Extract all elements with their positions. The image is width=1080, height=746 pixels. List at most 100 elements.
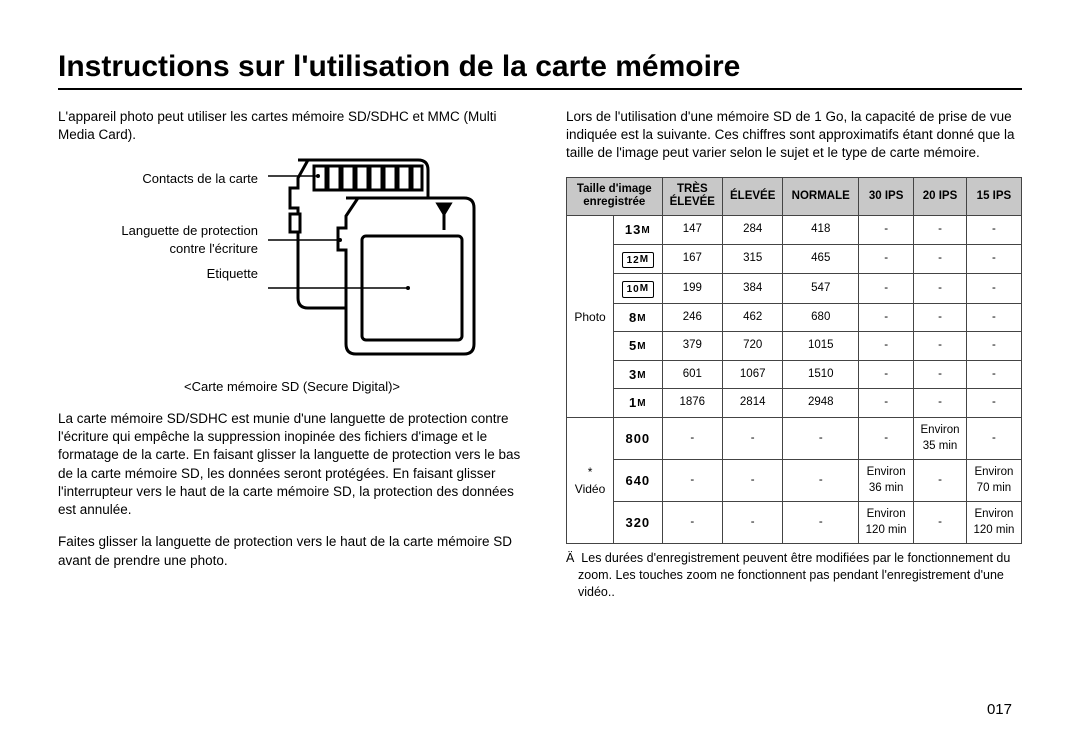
cell: - [662, 460, 722, 502]
size-label: 13M [614, 216, 663, 245]
cell: 547 [783, 274, 859, 304]
table-row: 320---Environ120 min-Environ120 min [567, 502, 1022, 544]
cell: 284 [723, 216, 783, 245]
size-label: 640 [614, 460, 663, 502]
table-row: 3M60110671510--- [567, 360, 1022, 389]
th-15ips: 15 IPS [966, 177, 1021, 216]
cell: - [966, 417, 1021, 459]
th-size: Taille d'imageenregistrée [567, 177, 663, 216]
cell: - [966, 360, 1021, 389]
cell: 2814 [723, 389, 783, 418]
left-para-3: Faites glisser la languette de protectio… [58, 533, 526, 569]
cell: 680 [783, 303, 859, 332]
size-label: 320 [614, 502, 663, 544]
cell: 720 [723, 332, 783, 361]
table-row: 10M199384547--- [567, 274, 1022, 304]
sd-card-svg [268, 158, 498, 368]
th-normale: NORMALE [783, 177, 859, 216]
cell: - [662, 417, 722, 459]
category-photo: Photo [567, 216, 614, 418]
table-row: 5M3797201015--- [567, 332, 1022, 361]
th-tres: TRÈSÉLEVÉE [662, 177, 722, 216]
table-row: 1M187628142948--- [567, 389, 1022, 418]
right-intro: Lors de l'utilisation d'une mémoire SD d… [566, 108, 1022, 163]
cell: 147 [662, 216, 722, 245]
cell: - [914, 216, 967, 245]
cell: 315 [723, 244, 783, 274]
label-contacts: Contacts de la carte [142, 171, 258, 186]
cell: - [914, 502, 967, 544]
cell: 1067 [723, 360, 783, 389]
right-column: Lors de l'utilisation d'une mémoire SD d… [566, 108, 1022, 601]
table-row: Photo13M147284418--- [567, 216, 1022, 245]
cell: 199 [662, 274, 722, 304]
table-row: 12M167315465--- [567, 244, 1022, 274]
footnote-asterisk: Ä [566, 551, 574, 565]
cell: 1015 [783, 332, 859, 361]
cell: 465 [783, 244, 859, 274]
cell: 1876 [662, 389, 722, 418]
left-column: L'appareil photo peut utiliser les carte… [58, 108, 526, 601]
cell: 379 [662, 332, 722, 361]
cell: - [723, 460, 783, 502]
cell: - [966, 274, 1021, 304]
cell: - [859, 417, 914, 459]
table-row: *Vidéo800----Environ35 min- [567, 417, 1022, 459]
th-30ips: 30 IPS [859, 177, 914, 216]
size-label: 1M [614, 389, 663, 418]
cell: Environ120 min [966, 502, 1021, 544]
footnote-text: Les durées d'enregistrement peuvent être… [578, 551, 1010, 599]
cell: - [662, 502, 722, 544]
cell: 601 [662, 360, 722, 389]
cell: - [914, 389, 967, 418]
cell: - [783, 502, 859, 544]
cell: 167 [662, 244, 722, 274]
cell: - [859, 360, 914, 389]
sd-card-diagram: Contacts de la carte Languette de protec… [58, 158, 526, 368]
cell: - [966, 244, 1021, 274]
cell: - [914, 460, 967, 502]
left-para-2: La carte mémoire SD/SDHC est munie d'une… [58, 410, 526, 519]
cell: Environ36 min [859, 460, 914, 502]
th-20ips: 20 IPS [914, 177, 967, 216]
th-elevee: ÉLEVÉE [723, 177, 783, 216]
label-etiquette: Etiquette [207, 266, 258, 281]
cell: - [859, 332, 914, 361]
cell: - [783, 460, 859, 502]
table-row: 640---Environ36 min-Environ70 min [567, 460, 1022, 502]
page-title: Instructions sur l'utilisation de la car… [58, 50, 1022, 90]
cell: - [723, 417, 783, 459]
cell: - [859, 274, 914, 304]
size-label: 10M [614, 274, 663, 304]
cell: - [914, 332, 967, 361]
left-intro: L'appareil photo peut utiliser les carte… [58, 108, 526, 144]
cell: 2948 [783, 389, 859, 418]
size-label: 800 [614, 417, 663, 459]
cell: - [859, 216, 914, 245]
cell: - [723, 502, 783, 544]
table-row: 8M246462680--- [567, 303, 1022, 332]
label-lock-1: Languette de protection [121, 223, 258, 238]
cell: - [859, 244, 914, 274]
capacity-table: Taille d'imageenregistrée TRÈSÉLEVÉE ÉLE… [566, 177, 1022, 544]
cell: - [859, 303, 914, 332]
cell: 418 [783, 216, 859, 245]
cell: Environ120 min [859, 502, 914, 544]
category-video: *Vidéo [567, 417, 614, 543]
cell: - [966, 303, 1021, 332]
cell: - [966, 332, 1021, 361]
cell: - [914, 303, 967, 332]
cell: - [914, 244, 967, 274]
table-footnote: Ä Les durées d'enregistrement peuvent êt… [566, 550, 1022, 601]
cell: - [914, 360, 967, 389]
diagram-caption: <Carte mémoire SD (Secure Digital)> [58, 378, 526, 396]
size-label: 8M [614, 303, 663, 332]
cell: - [914, 274, 967, 304]
cell: - [966, 216, 1021, 245]
cell: - [783, 417, 859, 459]
cell: 246 [662, 303, 722, 332]
size-label: 3M [614, 360, 663, 389]
cell: 384 [723, 274, 783, 304]
cell: 462 [723, 303, 783, 332]
cell: - [966, 389, 1021, 418]
